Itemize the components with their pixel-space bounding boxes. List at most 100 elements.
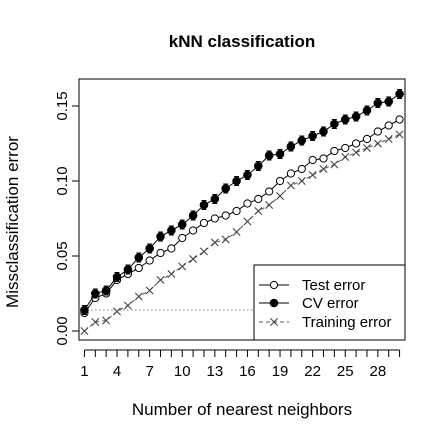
- y-tick-label: 0.00: [54, 316, 71, 345]
- data-point: [210, 194, 220, 204]
- legend-marker: [269, 280, 279, 290]
- data-point: [362, 106, 372, 115]
- legend-marker: [269, 298, 279, 308]
- data-point: [232, 206, 241, 216]
- data-point: [221, 184, 230, 193]
- legend-label: Test error: [302, 277, 365, 294]
- x-tick-label: 22: [304, 363, 321, 380]
- chart-title: kNN classification: [169, 32, 315, 51]
- data-point: [384, 135, 393, 143]
- data-point: [276, 192, 285, 200]
- data-point: [286, 142, 296, 151]
- y-tick-label: 0.10: [54, 166, 71, 195]
- data-point: [341, 143, 350, 153]
- data-point: [145, 256, 154, 265]
- data-point: [341, 153, 350, 161]
- data-point: [352, 148, 361, 157]
- data-point: [265, 187, 274, 196]
- data-point: [308, 171, 317, 179]
- x-tick-label: 28: [369, 363, 386, 380]
- data-point: [373, 98, 383, 108]
- data-point: [265, 201, 274, 209]
- data-point: [308, 155, 317, 165]
- data-point: [384, 121, 393, 130]
- series-cv-error: [80, 89, 404, 315]
- data-point: [112, 272, 122, 282]
- data-point: [156, 248, 165, 258]
- data-point: [395, 130, 404, 139]
- series-training-error: [80, 130, 404, 335]
- data-point: [178, 233, 187, 243]
- data-point: [275, 176, 285, 186]
- data-point: [373, 127, 382, 136]
- y-tick-label: 0.05: [54, 241, 71, 270]
- data-point: [123, 301, 132, 310]
- x-tick-label: 7: [145, 363, 153, 380]
- data-point: [189, 226, 198, 235]
- data-point: [199, 218, 209, 228]
- data-point: [297, 177, 306, 185]
- plot-frame: [78, 78, 406, 341]
- data-point: [199, 200, 209, 210]
- data-point: [330, 119, 339, 129]
- x-tick-label: 10: [174, 363, 191, 380]
- data-point: [253, 161, 263, 171]
- data-point: [340, 115, 350, 124]
- data-point: [167, 226, 176, 235]
- data-point: [177, 220, 187, 229]
- x-tick-label: 19: [272, 363, 289, 380]
- data-point: [362, 144, 371, 152]
- data-point: [145, 286, 154, 295]
- data-point: [167, 270, 176, 278]
- x-axis-label: Number of nearest neighbors: [132, 400, 352, 419]
- data-point: [254, 194, 263, 204]
- legend-label: CV error: [302, 295, 359, 312]
- data-point: [232, 228, 241, 236]
- data-point: [80, 305, 89, 315]
- legend-label: Training error: [302, 314, 391, 331]
- data-point: [243, 199, 252, 208]
- data-point: [91, 318, 100, 326]
- x-tick-label: 13: [206, 363, 223, 380]
- data-point: [156, 232, 165, 241]
- x-axis: 1 4 7 10 13 16 19 22 25 28: [80, 349, 401, 380]
- data-point: [91, 289, 100, 298]
- data-point: [145, 244, 154, 253]
- data-point: [243, 217, 252, 226]
- data-point: [199, 247, 208, 256]
- x-tick-label: 1: [80, 363, 88, 380]
- data-point: [243, 170, 252, 180]
- data-point: [351, 112, 361, 121]
- data-point: [134, 253, 144, 262]
- data-point: [319, 165, 328, 173]
- data-point: [221, 211, 230, 220]
- data-point: [189, 255, 198, 263]
- data-point: [330, 146, 339, 156]
- data-point: [221, 235, 230, 244]
- data-point: [297, 136, 307, 145]
- x-tick-label: 4: [113, 363, 121, 380]
- data-point: [113, 307, 122, 316]
- data-point: [134, 292, 143, 301]
- data-point: [210, 238, 219, 247]
- data-point: [373, 139, 382, 148]
- legend-marker: [270, 318, 278, 326]
- data-point: [232, 176, 241, 186]
- data-point: [178, 262, 187, 271]
- y-axis-label: Missclassification error: [3, 136, 22, 308]
- data-point: [395, 115, 404, 124]
- y-axis: 0.00 0.05 0.10 0.15: [54, 91, 79, 346]
- data-point: [308, 131, 317, 141]
- data-point: [167, 244, 176, 253]
- data-point: [275, 149, 285, 159]
- data-point: [319, 154, 328, 163]
- data-point: [330, 160, 339, 169]
- data-point: [210, 214, 219, 223]
- data-point: [156, 276, 165, 284]
- data-point: [352, 139, 361, 148]
- data-point: [297, 164, 306, 174]
- data-point: [102, 316, 111, 325]
- data-point: [384, 97, 394, 106]
